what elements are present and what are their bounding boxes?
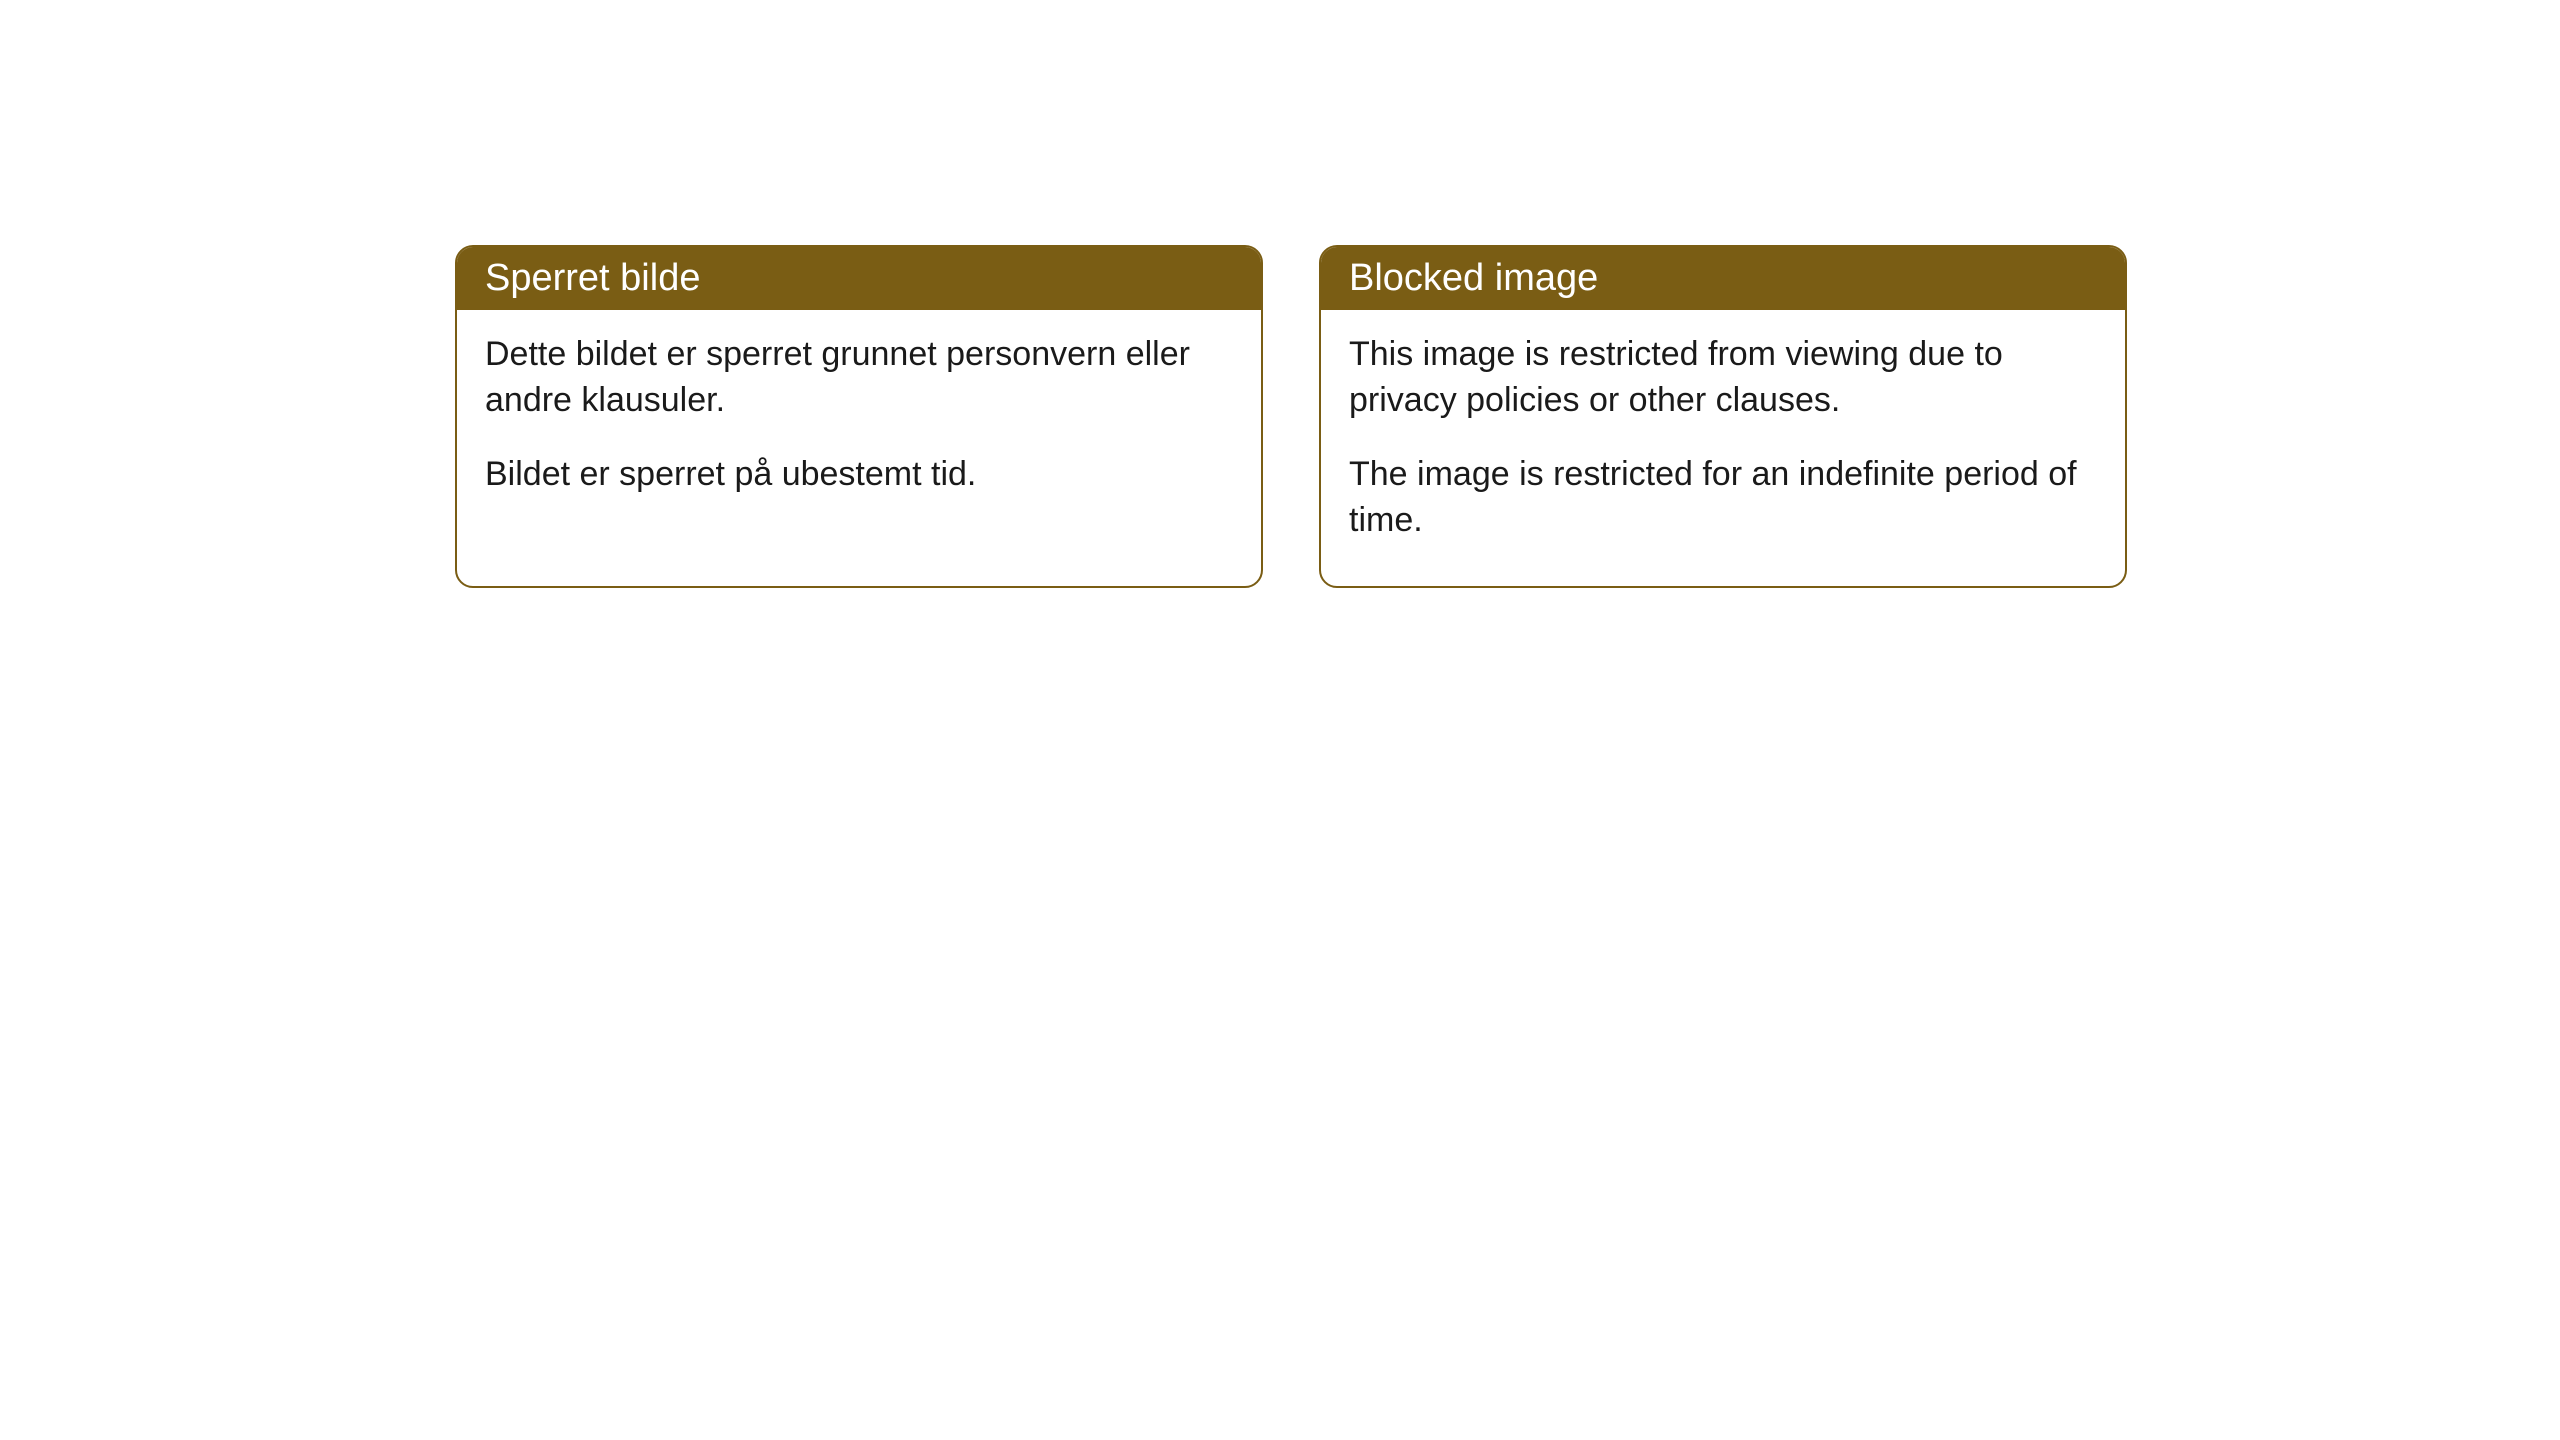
notice-cards-container: Sperret bilde Dette bildet er sperret gr… [455, 245, 2127, 588]
card-header-english: Blocked image [1321, 247, 2125, 310]
card-text-duration-norwegian: Bildet er sperret på ubestemt tid. [485, 452, 1233, 498]
card-text-duration-english: The image is restricted for an indefinit… [1349, 452, 2097, 544]
card-body-english: This image is restricted from viewing du… [1321, 310, 2125, 586]
card-header-norwegian: Sperret bilde [457, 247, 1261, 310]
card-text-reason-english: This image is restricted from viewing du… [1349, 332, 2097, 424]
blocked-image-card-norwegian: Sperret bilde Dette bildet er sperret gr… [455, 245, 1263, 588]
card-text-reason-norwegian: Dette bildet er sperret grunnet personve… [485, 332, 1233, 424]
card-body-norwegian: Dette bildet er sperret grunnet personve… [457, 310, 1261, 540]
blocked-image-card-english: Blocked image This image is restricted f… [1319, 245, 2127, 588]
